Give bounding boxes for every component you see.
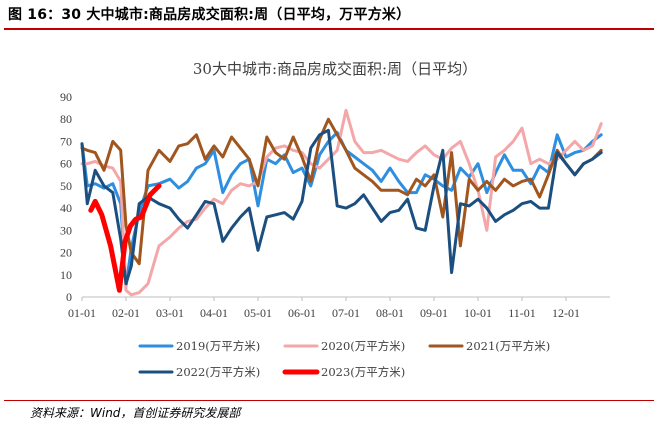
y-tick-label: 60 bbox=[60, 157, 72, 171]
x-tick-label: 10-01 bbox=[464, 306, 492, 320]
title-rule bbox=[4, 28, 654, 30]
chart-title: 30大中城市:商品房成交面积:周（日平均） bbox=[193, 60, 477, 78]
figure-title: 图 16：30 大中城市:商品房成交面积:周（日平均，万平方米） bbox=[8, 7, 411, 23]
legend-label-2022: 2022(万平方米) bbox=[176, 365, 260, 379]
x-tick-label: 08-01 bbox=[376, 306, 404, 320]
y-tick-label: 30 bbox=[60, 223, 72, 237]
series-line-2023 bbox=[88, 183, 162, 293]
y-tick-label: 50 bbox=[60, 179, 72, 193]
x-tick-label: 04-01 bbox=[200, 306, 228, 320]
series-line-2022 bbox=[80, 128, 603, 286]
x-tick-label: 12-01 bbox=[552, 306, 580, 320]
x-tick-label: 01-01 bbox=[68, 306, 96, 320]
x-tick-label: 11-01 bbox=[508, 306, 536, 320]
x-tick-label: 09-01 bbox=[420, 306, 448, 320]
series-line-2021 bbox=[80, 117, 603, 266]
legend-label-2019: 2019(万平方米) bbox=[176, 339, 260, 353]
x-tick-label: 03-01 bbox=[156, 306, 184, 320]
legend-label-2021: 2021(万平方米) bbox=[466, 339, 550, 353]
source-rule bbox=[4, 400, 654, 401]
x-tick-label: 07-01 bbox=[332, 306, 360, 320]
x-tick-label: 05-01 bbox=[244, 306, 272, 320]
y-tick-label: 10 bbox=[60, 268, 72, 282]
y-tick-label: 90 bbox=[60, 90, 72, 104]
y-tick-label: 80 bbox=[60, 112, 72, 126]
x-tick-label: 06-01 bbox=[288, 306, 316, 320]
y-tick-label: 40 bbox=[60, 201, 72, 215]
y-tick-label: 20 bbox=[60, 246, 72, 260]
y-tick-label: 70 bbox=[60, 134, 72, 148]
chart: 30大中城市:商品房成交面积:周（日平均） 0 10 20 30 40 50 60 70 80 9… bbox=[60, 60, 610, 379]
series-line-2019 bbox=[80, 131, 603, 288]
legend-label-2023: 2023(万平方米) bbox=[321, 365, 405, 379]
legend-label-2020: 2020(万平方米) bbox=[321, 339, 405, 353]
y-tick-label: 0 bbox=[66, 290, 72, 304]
source-note: 资料来源：Wind，首创证券研究发展部 bbox=[30, 406, 241, 420]
x-tick-label: 02-01 bbox=[112, 306, 140, 320]
series-line-2020 bbox=[80, 108, 603, 297]
